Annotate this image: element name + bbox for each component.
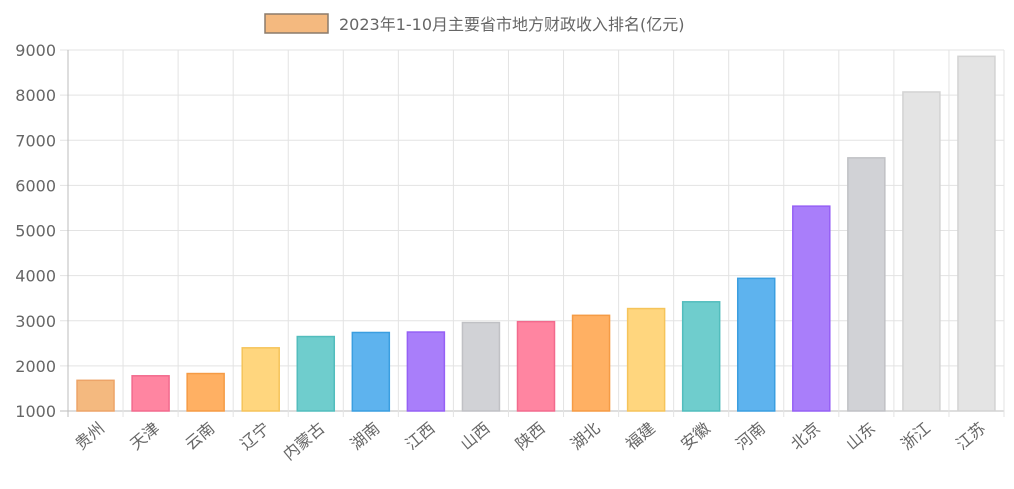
y-tick-label: 1000 bbox=[15, 402, 56, 421]
x-tick-label: 湖北 bbox=[567, 419, 604, 454]
grid bbox=[60, 49, 1005, 417]
y-tick-label: 8000 bbox=[15, 86, 56, 105]
bar[interactable] bbox=[351, 331, 391, 412]
bar[interactable] bbox=[406, 331, 446, 412]
x-tick-label: 云南 bbox=[181, 419, 218, 454]
x-tick-label: 江西 bbox=[402, 419, 439, 454]
x-tick-label: 辽宁 bbox=[237, 419, 274, 454]
x-tick-label: 江苏 bbox=[952, 419, 989, 454]
legend-swatch bbox=[264, 13, 329, 34]
y-tick-label: 5000 bbox=[15, 222, 56, 241]
bar[interactable] bbox=[957, 55, 996, 412]
bars bbox=[76, 55, 996, 412]
x-tick-label: 陕西 bbox=[512, 419, 549, 454]
y-tick-label: 4000 bbox=[15, 267, 56, 286]
bar[interactable] bbox=[296, 335, 336, 412]
legend[interactable]: 2023年1-10月主要省市地方财政收入排名(亿元) bbox=[264, 13, 685, 34]
bar[interactable] bbox=[241, 347, 280, 412]
x-tick-label: 山东 bbox=[842, 419, 879, 454]
x-tick-label: 浙江 bbox=[897, 419, 934, 454]
bar[interactable] bbox=[516, 320, 556, 412]
x-tick-label: 安徽 bbox=[677, 419, 714, 454]
x-tick-label: 贵州 bbox=[71, 419, 108, 454]
y-tick-label: 9000 bbox=[15, 41, 56, 60]
y-tick-label: 7000 bbox=[15, 131, 56, 150]
bar[interactable] bbox=[847, 157, 886, 412]
bar[interactable] bbox=[461, 321, 501, 412]
bar[interactable] bbox=[626, 307, 666, 412]
x-axis-ticks: 贵州 天津 云南 辽宁 内蒙古 湖南 江西 山西 陕西 湖北 福建 安徽 河南 北京 山东 浙江 江苏 bbox=[71, 419, 989, 464]
legend-label: 2023年1-10月主要省市地方财政收入排名(亿元) bbox=[339, 15, 685, 34]
x-tick-label: 湖南 bbox=[347, 419, 384, 454]
x-tick-label: 山西 bbox=[457, 419, 494, 454]
x-tick-label: 北京 bbox=[787, 419, 824, 454]
bar[interactable] bbox=[571, 314, 611, 412]
bar[interactable] bbox=[681, 301, 721, 412]
x-tick-label: 福建 bbox=[622, 419, 659, 454]
bar[interactable] bbox=[792, 205, 831, 412]
bar[interactable] bbox=[736, 277, 776, 412]
y-tick-label: 2000 bbox=[15, 357, 56, 376]
bar[interactable] bbox=[186, 372, 225, 412]
x-tick-label: 内蒙古 bbox=[279, 419, 328, 464]
y-tick-label: 6000 bbox=[15, 176, 56, 195]
bar[interactable] bbox=[902, 91, 941, 412]
y-axis-ticks: 1000 2000 3000 4000 5000 6000 7000 8000 9000 bbox=[15, 41, 56, 421]
bar[interactable] bbox=[131, 375, 170, 412]
x-tick-label: 河南 bbox=[732, 419, 769, 454]
x-tick-label: 天津 bbox=[126, 419, 163, 454]
bar[interactable] bbox=[76, 379, 115, 412]
y-tick-label: 3000 bbox=[15, 312, 56, 331]
